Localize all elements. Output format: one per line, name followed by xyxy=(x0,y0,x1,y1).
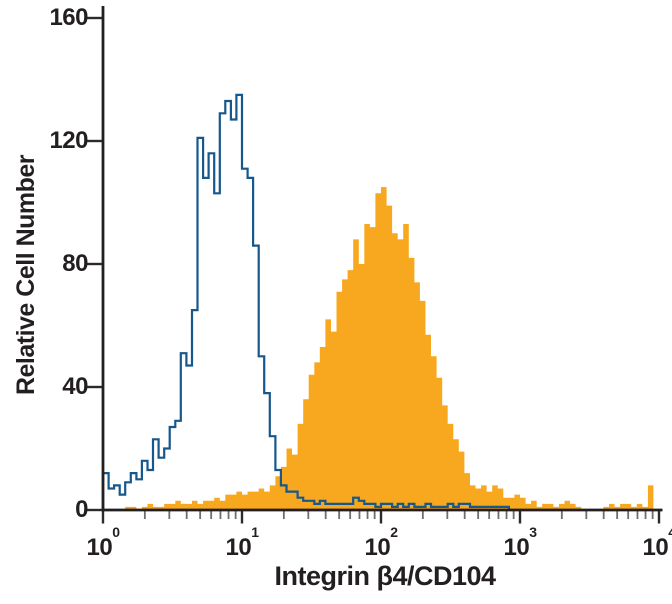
x-tick-label-1e1: 101 xyxy=(225,524,260,561)
filled-histogram-series xyxy=(125,187,654,510)
y-tick-label-160: 160 xyxy=(49,4,88,31)
y-tick-label-80: 80 xyxy=(62,250,88,277)
y-axis-title: Relative Cell Number xyxy=(12,154,40,396)
y-axis-major-ticks xyxy=(87,16,103,512)
y-tick-label-0: 0 xyxy=(75,496,88,523)
x-tick-label-1e0: 100 xyxy=(86,524,121,561)
x-axis-title: Integrin β4/CD104 xyxy=(274,561,496,591)
x-tick-label-1e4: 104 xyxy=(642,524,672,561)
y-tick-label-120: 120 xyxy=(49,127,88,154)
x-axis-major-ticks xyxy=(101,510,661,524)
x-axis-minor-ticks xyxy=(143,510,654,519)
open-histogram-series xyxy=(101,93,510,510)
x-tick-label-1e2: 102 xyxy=(364,524,399,561)
y-tick-label-40: 40 xyxy=(62,373,88,400)
x-tick-label-1e3: 103 xyxy=(503,524,538,561)
